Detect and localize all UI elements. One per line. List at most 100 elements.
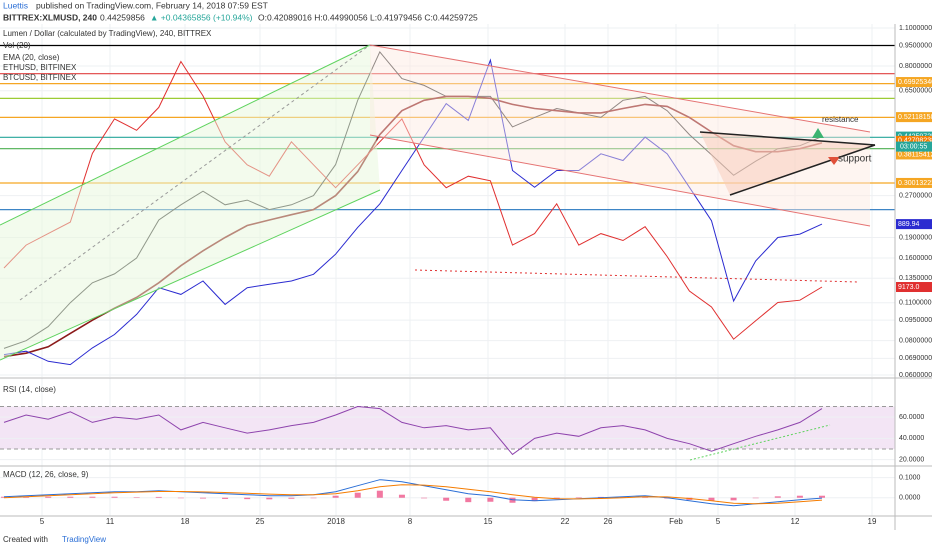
price-tag-label: 0.52118158 [898, 114, 932, 121]
down-channel-top [369, 44, 871, 133]
x-tick-label: 25 [256, 517, 265, 526]
histogram-bar [244, 497, 251, 500]
x-tick-label: 22 [561, 517, 570, 526]
price-tag-label: 0.38115412 [898, 151, 932, 158]
x-tick-label: Feb [669, 517, 683, 526]
histogram-bar [133, 497, 140, 498]
legend-entry: ETHUSD, BITFINEX [3, 63, 77, 72]
histogram-bar [89, 496, 96, 498]
triangle-fill [700, 132, 875, 195]
series-line [3, 405, 823, 456]
x-tick-label: 8 [408, 517, 413, 526]
y-tick-label: 0.1000 [899, 474, 921, 481]
up-channel-bottom [0, 189, 381, 361]
histogram-bar [819, 495, 825, 498]
x-tick-label: 19 [868, 517, 877, 526]
pane-title: RSI (14, close) [3, 385, 56, 394]
x-tick-label: 26 [604, 517, 613, 526]
histogram-bar [266, 497, 273, 500]
price-tag [896, 149, 932, 160]
dotted-target [414, 269, 859, 283]
rsi-band [0, 406, 895, 450]
series-line [3, 484, 823, 505]
price-tag [896, 135, 932, 146]
histogram-bar [332, 495, 339, 498]
price-tag [896, 112, 932, 123]
y-tick-label: 20.0000 [899, 457, 924, 464]
x-tick-label: 15 [484, 517, 493, 526]
footer-brand[interactable]: TradingView [62, 535, 106, 544]
change: ▲ +0.04365856 (+10.94%) [150, 12, 253, 22]
ohlc: O:0.42089016 H:0.44990056 L:0.41979456 C… [258, 12, 478, 22]
up-arrow [812, 128, 824, 138]
annotation: resistance [822, 115, 859, 124]
price-tag [896, 177, 932, 188]
histogram-bar [23, 496, 30, 498]
up-channel-top [0, 44, 371, 226]
down-arrow [828, 157, 840, 165]
histogram-bar [443, 497, 450, 501]
histogram-bar [774, 496, 781, 498]
histogram-bar [288, 497, 295, 499]
volume-label: Vol (20) [3, 41, 31, 50]
x-tick-label: 5 [40, 517, 45, 526]
author[interactable]: Luettis [3, 0, 28, 10]
histogram-bar [796, 495, 803, 498]
annotation: support [838, 154, 872, 165]
price-tag-label: 0.30013222 [898, 180, 932, 187]
countdown-box [896, 141, 932, 152]
y-tick-label: 60.0000 [899, 414, 924, 421]
x-tick-label: 2018 [327, 517, 345, 526]
histogram-bar [642, 496, 649, 498]
resistance-line [699, 131, 876, 146]
up-channel-fill [0, 45, 380, 360]
histogram-bar [509, 497, 516, 503]
price-tag-label: 0.42708238 [898, 138, 932, 145]
price-tag-label: 889.94 [898, 221, 920, 228]
published: published on TradingView.com, February 1… [36, 0, 268, 10]
x-tick-label: 12 [791, 517, 800, 526]
histogram-bar [398, 494, 405, 498]
last-price: 0.44259856 [100, 12, 145, 22]
histogram-bar [531, 497, 538, 502]
histogram-bar [310, 497, 317, 499]
histogram-bar [177, 497, 184, 499]
histogram-bar [199, 497, 206, 499]
histogram-bar [752, 497, 759, 499]
histogram-bar [376, 490, 383, 498]
histogram-bar [730, 497, 737, 501]
up-channel-mid [19, 44, 371, 301]
histogram-bar [354, 492, 361, 498]
down-channel-bottom [369, 134, 871, 227]
y-tick-label: 40.0000 [899, 435, 924, 442]
price-tag [896, 282, 932, 293]
countdown: 03:00:55 [900, 143, 927, 150]
support-line [729, 144, 876, 196]
price-tag [896, 219, 932, 230]
rsi-trendline [689, 424, 831, 461]
price-tag-label: 9173.0 [898, 284, 920, 291]
y-tick-label: 0.11000000 [899, 300, 932, 307]
series-line [3, 60, 823, 340]
legend-entry: EMA (20, close) [3, 53, 60, 62]
histogram-bar [45, 496, 52, 498]
y-tick-label: 0.0000 [899, 495, 921, 502]
price-tag [896, 77, 932, 88]
histogram-bar [487, 497, 494, 502]
drawings [0, 44, 876, 461]
histogram-bar [465, 497, 472, 503]
x-tick-label: 11 [106, 517, 115, 526]
histogram-bar [575, 497, 582, 499]
histogram-bar [222, 497, 229, 499]
symbol: BITTREX:XLMUSD, 240 [3, 12, 97, 22]
